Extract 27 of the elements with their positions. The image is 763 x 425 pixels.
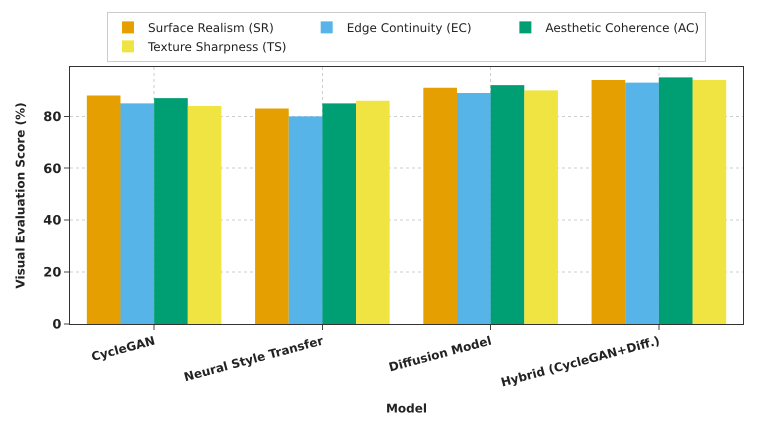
legend-label: Surface Realism (SR) [148,21,274,36]
y-tick-label: 40 [43,214,62,229]
bar [692,80,726,324]
bar [322,103,356,324]
y-tick-label: 60 [43,162,62,177]
y-tick-label: 0 [52,318,62,333]
bar [592,80,626,324]
bar [490,85,524,324]
legend-label: Texture Sharpness (TS) [147,40,286,54]
y-tick-label: 20 [43,266,62,281]
y-tick-label: 80 [43,110,62,125]
legend-label: Edge Continuity (EC) [346,21,472,36]
x-axis-title: Model [386,401,428,416]
bar [625,82,659,324]
bar [255,108,289,324]
bar [658,77,693,324]
bar [188,106,222,324]
bar [356,100,390,324]
bar [524,90,558,324]
y-axis-title: Visual Evaluation Score (%) [14,102,28,289]
bar [154,98,188,324]
legend-label: Aesthetic Coherence (AC) [545,21,700,36]
bar [86,96,120,324]
bar [423,88,457,324]
bar [456,92,491,324]
bar [120,103,154,324]
bar [288,116,322,324]
